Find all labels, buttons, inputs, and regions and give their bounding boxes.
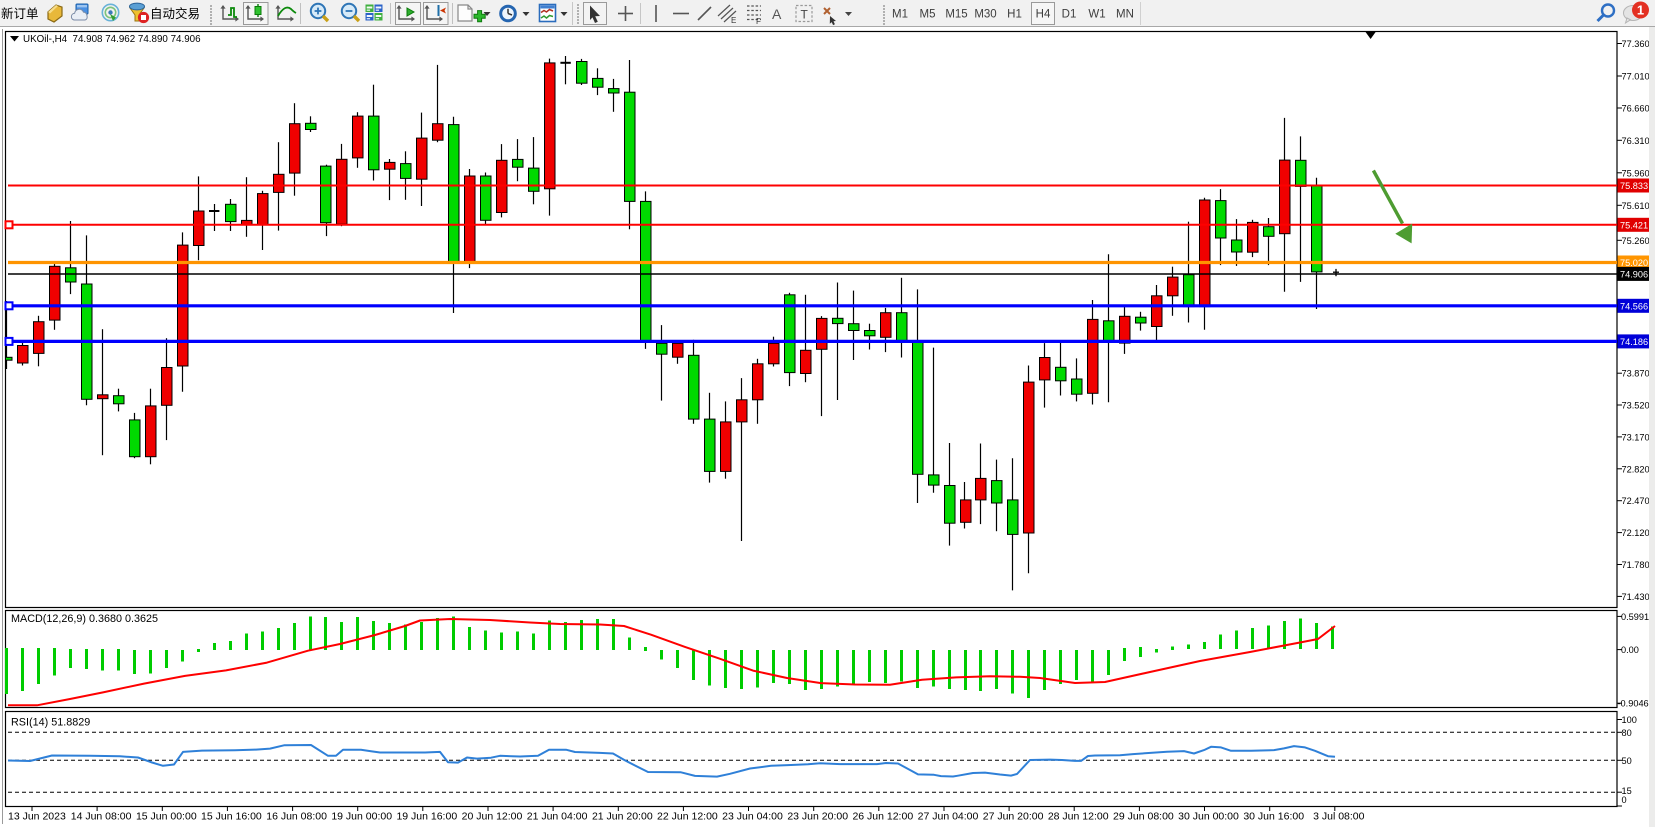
svg-text:50: 50 bbox=[1622, 756, 1632, 766]
svg-text:F: F bbox=[756, 17, 761, 26]
svg-text:D1: D1 bbox=[1062, 9, 1077, 21]
svg-text:W1: W1 bbox=[1088, 9, 1105, 21]
svg-text:74.906: 74.906 bbox=[1620, 269, 1648, 279]
svg-text:MACD(12,26,9) 0.3680 0.3625: MACD(12,26,9) 0.3680 0.3625 bbox=[11, 613, 158, 625]
svg-text:75.960: 75.960 bbox=[1622, 168, 1650, 178]
svg-text:73.170: 73.170 bbox=[1622, 432, 1650, 442]
svg-text:M30: M30 bbox=[974, 9, 996, 21]
svg-text:0.5991: 0.5991 bbox=[1621, 612, 1649, 622]
svg-text:M15: M15 bbox=[945, 9, 967, 21]
svg-text:自动交易: 自动交易 bbox=[150, 6, 200, 21]
svg-text:72.820: 72.820 bbox=[1622, 464, 1650, 474]
svg-text:76.660: 76.660 bbox=[1622, 104, 1650, 114]
svg-text:14 Jun 08:00: 14 Jun 08:00 bbox=[71, 811, 132, 823]
svg-text:新订单: 新订单 bbox=[1, 6, 39, 21]
svg-text:77.010: 77.010 bbox=[1622, 72, 1650, 82]
svg-text:15: 15 bbox=[1622, 786, 1632, 796]
svg-text:RSI(14) 51.8829: RSI(14) 51.8829 bbox=[11, 717, 90, 729]
svg-text:27 Jun 20:00: 27 Jun 20:00 bbox=[983, 811, 1044, 823]
svg-text:20 Jun 12:00: 20 Jun 12:00 bbox=[462, 811, 523, 823]
svg-text:H1: H1 bbox=[1007, 9, 1022, 21]
svg-text:A: A bbox=[772, 6, 782, 22]
svg-text:77.360: 77.360 bbox=[1622, 39, 1650, 49]
svg-text:73.870: 73.870 bbox=[1622, 369, 1650, 379]
svg-text:26 Jun 12:00: 26 Jun 12:00 bbox=[852, 811, 913, 823]
svg-text:27 Jun 04:00: 27 Jun 04:00 bbox=[918, 811, 979, 823]
svg-text:71.780: 71.780 bbox=[1622, 560, 1650, 570]
svg-text:23 Jun 04:00: 23 Jun 04:00 bbox=[722, 811, 783, 823]
svg-text:29 Jun 08:00: 29 Jun 08:00 bbox=[1113, 811, 1174, 823]
svg-text:75.610: 75.610 bbox=[1622, 201, 1650, 211]
svg-text:19 Jun 16:00: 19 Jun 16:00 bbox=[396, 811, 457, 823]
svg-text:M1: M1 bbox=[892, 9, 908, 21]
svg-text:15 Jun 00:00: 15 Jun 00:00 bbox=[136, 811, 197, 823]
svg-text:74.566: 74.566 bbox=[1620, 301, 1648, 311]
svg-text:15 Jun 16:00: 15 Jun 16:00 bbox=[201, 811, 262, 823]
svg-text:80: 80 bbox=[1622, 728, 1632, 738]
svg-text:76.310: 76.310 bbox=[1622, 136, 1650, 146]
svg-text:E: E bbox=[731, 16, 736, 25]
svg-text:13 Jun 2023: 13 Jun 2023 bbox=[8, 811, 66, 823]
svg-text:UKOil-,H4 74.908 74.962 74.89: UKOil-,H4 74.908 74.962 74.890 74.906 bbox=[23, 34, 201, 45]
svg-text:0: 0 bbox=[1622, 795, 1627, 805]
svg-text:30 Jun 16:00: 30 Jun 16:00 bbox=[1243, 811, 1304, 823]
svg-text:74.186: 74.186 bbox=[1620, 337, 1648, 347]
svg-text:72.120: 72.120 bbox=[1622, 528, 1650, 538]
svg-text:75.833: 75.833 bbox=[1620, 181, 1648, 191]
svg-text:M5: M5 bbox=[920, 9, 936, 21]
svg-text:MN: MN bbox=[1116, 9, 1134, 21]
svg-text:16 Jun 08:00: 16 Jun 08:00 bbox=[266, 811, 327, 823]
svg-text:1: 1 bbox=[1637, 3, 1644, 18]
svg-text:H4: H4 bbox=[1036, 9, 1051, 21]
svg-text:0.00: 0.00 bbox=[1621, 645, 1639, 655]
svg-text:71.430: 71.430 bbox=[1622, 592, 1650, 602]
svg-text:21 Jun 20:00: 21 Jun 20:00 bbox=[592, 811, 653, 823]
svg-text:75.421: 75.421 bbox=[1620, 220, 1648, 230]
svg-text:73.520: 73.520 bbox=[1622, 401, 1650, 411]
svg-text:30 Jun 00:00: 30 Jun 00:00 bbox=[1178, 811, 1239, 823]
svg-text:100: 100 bbox=[1622, 715, 1637, 725]
svg-text:19 Jun 00:00: 19 Jun 00:00 bbox=[331, 811, 392, 823]
svg-text:21 Jun 04:00: 21 Jun 04:00 bbox=[527, 811, 588, 823]
svg-text:72.470: 72.470 bbox=[1622, 496, 1650, 506]
svg-text:28 Jun 12:00: 28 Jun 12:00 bbox=[1048, 811, 1109, 823]
svg-text:75.260: 75.260 bbox=[1622, 236, 1650, 246]
svg-text:75.020: 75.020 bbox=[1620, 258, 1648, 268]
svg-text:T: T bbox=[801, 8, 809, 22]
svg-text:23 Jun 20:00: 23 Jun 20:00 bbox=[787, 811, 848, 823]
svg-text:22 Jun 12:00: 22 Jun 12:00 bbox=[657, 811, 718, 823]
svg-text:-0.9046: -0.9046 bbox=[1618, 699, 1649, 709]
svg-text:3 Jul 08:00: 3 Jul 08:00 bbox=[1313, 811, 1365, 823]
